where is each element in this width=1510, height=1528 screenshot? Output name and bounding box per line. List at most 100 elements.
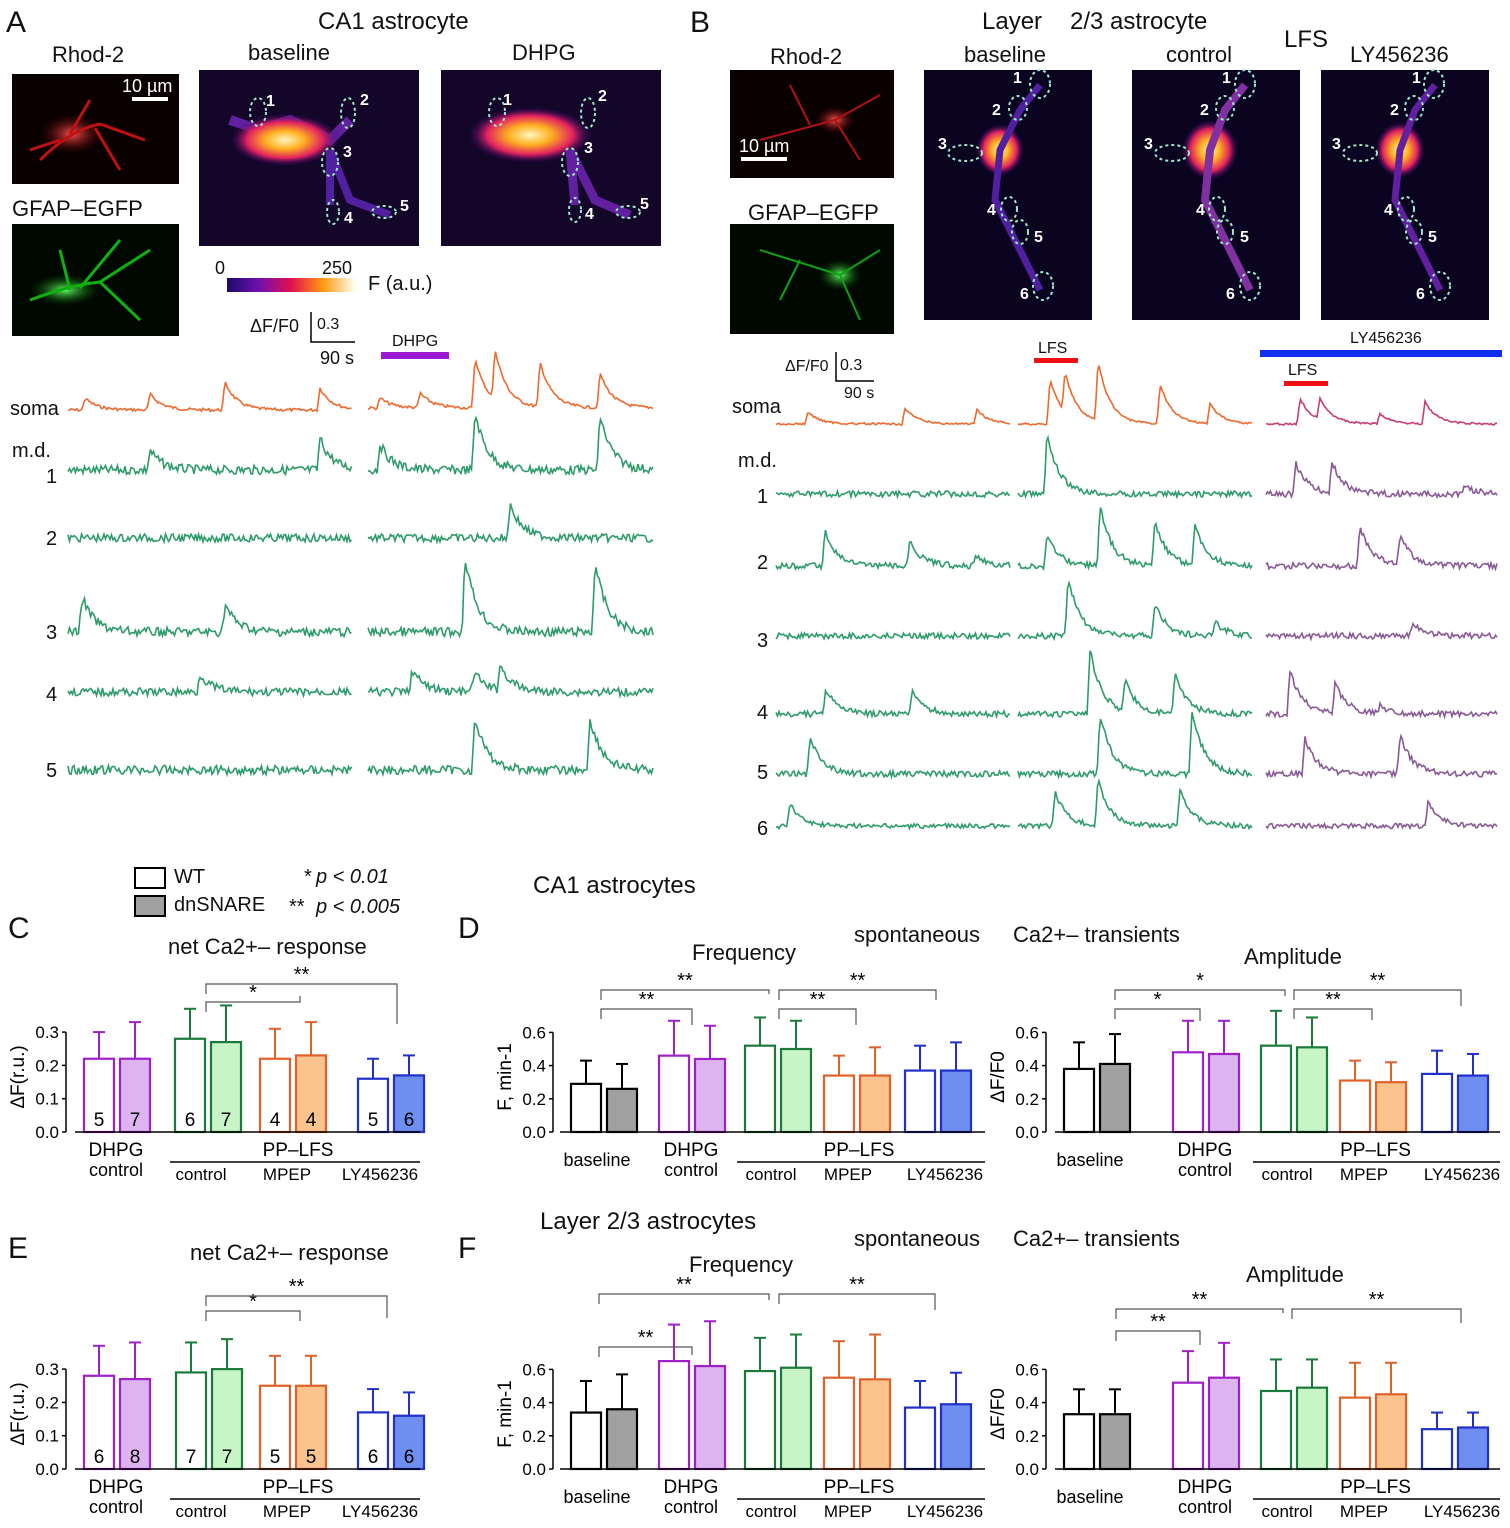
y-tick-label: 0.2 (35, 1393, 59, 1412)
roi-a2-2: 2 (598, 88, 607, 105)
group-label: control (1261, 1502, 1312, 1521)
bar-WT-2 (743, 1369, 777, 1471)
sig-bracket (598, 1346, 693, 1357)
n-label: 5 (94, 1110, 105, 1131)
d-ca: Ca2+– transients (1013, 922, 1180, 947)
group-label: DHPG (1178, 1140, 1233, 1161)
bar-WT-4 (1420, 1072, 1454, 1134)
roi-b2-4: 4 (1196, 202, 1205, 219)
legend-dn: dnSNARE (174, 894, 266, 916)
sig-bracket (1115, 1330, 1201, 1345)
group-label: control (175, 1165, 226, 1184)
sig-label: ** (1369, 1289, 1385, 1311)
trace-line (1265, 799, 1498, 831)
roi-b2-5: 5 (1240, 229, 1249, 246)
y-axis-label: ΔF/F0 (988, 1388, 1009, 1440)
panel-b-trace-2: 2 (757, 552, 769, 574)
bar-WT-4 (903, 1406, 937, 1471)
roi-a-2: 2 (360, 92, 369, 109)
panel-a-trace-2: 2 (46, 528, 58, 550)
panel-a-time-scale: 90 s (320, 348, 355, 368)
trace-line (67, 531, 353, 545)
trace-line (67, 437, 353, 477)
header-ca1: CA1 astrocytes (533, 872, 696, 899)
trace-line (1017, 434, 1253, 500)
y-axis-label: ΔF/F0 (988, 1051, 1009, 1103)
y-tick-label: 0.6 (522, 1360, 546, 1379)
trace-line (1017, 712, 1253, 780)
bar-WT-3 (1338, 1396, 1372, 1471)
bar-dnSNARE-1 (693, 1057, 727, 1134)
legend-dn-swatch (134, 895, 166, 917)
sig-bracket (778, 989, 937, 1000)
sig-label: ** (1325, 989, 1341, 1011)
bar-WT-2 (1259, 1044, 1293, 1134)
trace-line (67, 381, 352, 413)
bar-dnSNARE-1 (209, 1040, 243, 1134)
legend-star2: ** (289, 896, 305, 918)
bar-WT-3 (822, 1376, 856, 1471)
group-label: control (175, 1502, 226, 1521)
sig-label: ** (676, 1274, 692, 1296)
n-label: 8 (130, 1447, 141, 1468)
y-tick-label: 0.2 (1015, 1090, 1039, 1109)
roi-a2-4: 4 (585, 206, 594, 223)
roi-b-5: 5 (1034, 229, 1043, 246)
panel-b-ly-bar-label: LY456236 (1350, 330, 1422, 347)
chart-E: 0.00.10.20.3ΔF(r.u.)6 8 7 7 5 5 6 6DHPGcontrolP… (8, 1276, 426, 1521)
bar-dnSNARE-3 (1374, 1081, 1408, 1134)
n-label: 6 (404, 1110, 415, 1131)
panel-a-trace-3: 3 (46, 622, 58, 644)
group-label: LY456236 (342, 1502, 418, 1521)
bar-WT-1 (657, 1359, 691, 1471)
bar-WT-4 (1420, 1428, 1454, 1471)
group-label: MPEP (1340, 1502, 1388, 1521)
sig-label: ** (850, 970, 866, 992)
f-spont: spontaneous (854, 1226, 980, 1251)
y-tick-label: 0.0 (1015, 1460, 1039, 1479)
bar-dnSNARE-4 (1456, 1074, 1490, 1134)
panel-c-letter: C (8, 912, 30, 945)
roi-b2-2: 2 (1200, 102, 1209, 119)
y-tick-label: 0.4 (1015, 1057, 1039, 1076)
trace-line (1265, 670, 1498, 720)
panel-a-trace-4: 4 (46, 684, 58, 706)
trace-line (67, 595, 352, 639)
group-label: MPEP (824, 1502, 872, 1521)
group-label: LY456236 (1424, 1502, 1500, 1521)
trace-line (1265, 621, 1498, 642)
sig-bracket (598, 1293, 770, 1304)
bar-dnSNARE-1 (1207, 1052, 1241, 1134)
scale-bars (310, 312, 874, 382)
trace-line (775, 804, 1011, 831)
l23-control-image (1132, 70, 1300, 320)
group-label: PP–LFS (263, 1477, 334, 1498)
trace-line (775, 687, 1011, 720)
bar-dnSNARE-1 (1207, 1376, 1241, 1471)
n-label: 7 (130, 1110, 141, 1131)
y-tick-label: 0.4 (1015, 1394, 1039, 1413)
bar-dnSNARE-2 (779, 1366, 813, 1471)
d-freq: Frequency (692, 940, 796, 965)
panel-f-letter: F (458, 1232, 477, 1265)
group-label: LY456236 (342, 1165, 418, 1184)
trace-line (1017, 580, 1253, 642)
trace-line (1017, 650, 1253, 719)
roi-a-1: 1 (266, 93, 275, 110)
trace-line (1265, 461, 1498, 500)
sig-bracket (600, 989, 770, 1000)
panel-b-soma: soma (732, 396, 781, 418)
bar-WT-0 (1062, 1067, 1096, 1134)
y-tick-label: 0.0 (522, 1460, 546, 1479)
n-label: 6 (404, 1447, 415, 1468)
n-label: 7 (221, 1110, 232, 1131)
y-tick-label: 0.0 (35, 1123, 59, 1142)
sig-bracket (600, 1008, 693, 1025)
group-label: MPEP (1340, 1165, 1388, 1184)
group-label: MPEP (263, 1502, 311, 1521)
bar-WT-0 (569, 1411, 603, 1471)
bar-dnSNARE-0 (1098, 1413, 1132, 1471)
legend-wt-swatch (134, 867, 166, 889)
bar-WT-1 (657, 1054, 691, 1134)
